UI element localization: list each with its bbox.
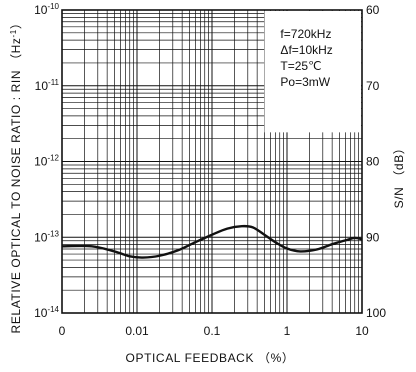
x-tick-label: 0.01 bbox=[125, 324, 149, 338]
rin-curve bbox=[61, 224, 363, 259]
y-tick-label: 10-10 bbox=[34, 2, 59, 17]
x-tick-label: 1 bbox=[284, 324, 291, 338]
condition-line: Po=3mW bbox=[280, 75, 330, 89]
condition-line: Δf=10kHz bbox=[280, 43, 332, 57]
plot-frame bbox=[61, 9, 363, 314]
y-axis-title: RELATIVE OPTICAL TO NOISE RATIO : RIN （H… bbox=[9, 17, 24, 334]
y-axis-title-end: ） bbox=[9, 17, 23, 30]
grid-lines bbox=[61, 10, 362, 314]
condition-line: T=25℃ bbox=[280, 59, 321, 73]
y2-tick-label: 100 bbox=[366, 306, 386, 320]
y2-tick-label: 70 bbox=[366, 79, 380, 93]
y-tick-label: 10-14 bbox=[34, 305, 59, 320]
y2-tick-label: 60 bbox=[366, 3, 380, 17]
x-tick-label: 0 bbox=[59, 324, 66, 338]
right-tick-labels: 100 90 80 70 60 bbox=[366, 3, 386, 320]
y2-axis-title: S/N （dB） bbox=[392, 142, 406, 209]
conditions-box bbox=[264, 11, 361, 133]
x-tick-label: 10 bbox=[355, 324, 369, 338]
bottom-tick-labels: 0 0.01 0.1 1 10 bbox=[59, 324, 369, 338]
x-axis-title: OPTICAL FEEDBACK （%） bbox=[126, 351, 295, 365]
x-tick-label: 0.1 bbox=[204, 324, 221, 338]
condition-line: f=720kHz bbox=[280, 27, 331, 41]
y-axis-title-main: RELATIVE OPTICAL TO NOISE RATIO : RIN （H… bbox=[9, 37, 23, 333]
series-curve-group bbox=[61, 224, 363, 259]
y-tick-label: 10-13 bbox=[34, 229, 59, 244]
y2-tick-label: 90 bbox=[366, 230, 380, 244]
left-tick-labels: 10-14 10-13 10-12 10-11 10-10 bbox=[34, 2, 59, 320]
y-axis-title-sup: -1 bbox=[9, 29, 18, 37]
y-tick-label: 10-12 bbox=[34, 154, 59, 169]
y-tick-label: 10-11 bbox=[35, 78, 60, 93]
conditions-text: f=720kHz Δf=10kHz T=25℃ Po=3mW bbox=[280, 27, 332, 89]
y2-tick-label: 80 bbox=[366, 155, 380, 169]
